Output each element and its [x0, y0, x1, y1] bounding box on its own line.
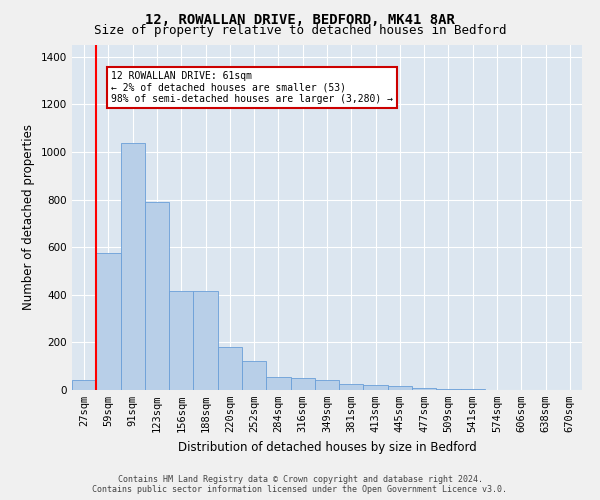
Bar	[436, 389, 461, 390]
Bar	[169, 292, 193, 390]
Text: 12, ROWALLAN DRIVE, BEDFORD, MK41 8AR: 12, ROWALLAN DRIVE, BEDFORD, MK41 8AR	[145, 12, 455, 26]
X-axis label: Distribution of detached houses by size in Bedford: Distribution of detached houses by size …	[178, 440, 476, 454]
Text: Contains HM Land Registry data © Crown copyright and database right 2024.
Contai: Contains HM Land Registry data © Crown c…	[92, 474, 508, 494]
Bar	[242, 362, 266, 390]
Bar	[388, 386, 412, 390]
Bar	[315, 380, 339, 390]
Bar	[96, 253, 121, 390]
Bar	[364, 385, 388, 390]
Text: 12 ROWALLAN DRIVE: 61sqm
← 2% of detached houses are smaller (53)
98% of semi-de: 12 ROWALLAN DRIVE: 61sqm ← 2% of detache…	[111, 71, 393, 104]
Bar	[121, 142, 145, 390]
Text: Size of property relative to detached houses in Bedford: Size of property relative to detached ho…	[94, 24, 506, 37]
Bar	[339, 384, 364, 390]
Bar	[290, 378, 315, 390]
Bar	[72, 380, 96, 390]
Bar	[412, 388, 436, 390]
Bar	[218, 347, 242, 390]
Bar	[145, 202, 169, 390]
Bar	[266, 377, 290, 390]
Y-axis label: Number of detached properties: Number of detached properties	[22, 124, 35, 310]
Bar	[193, 292, 218, 390]
